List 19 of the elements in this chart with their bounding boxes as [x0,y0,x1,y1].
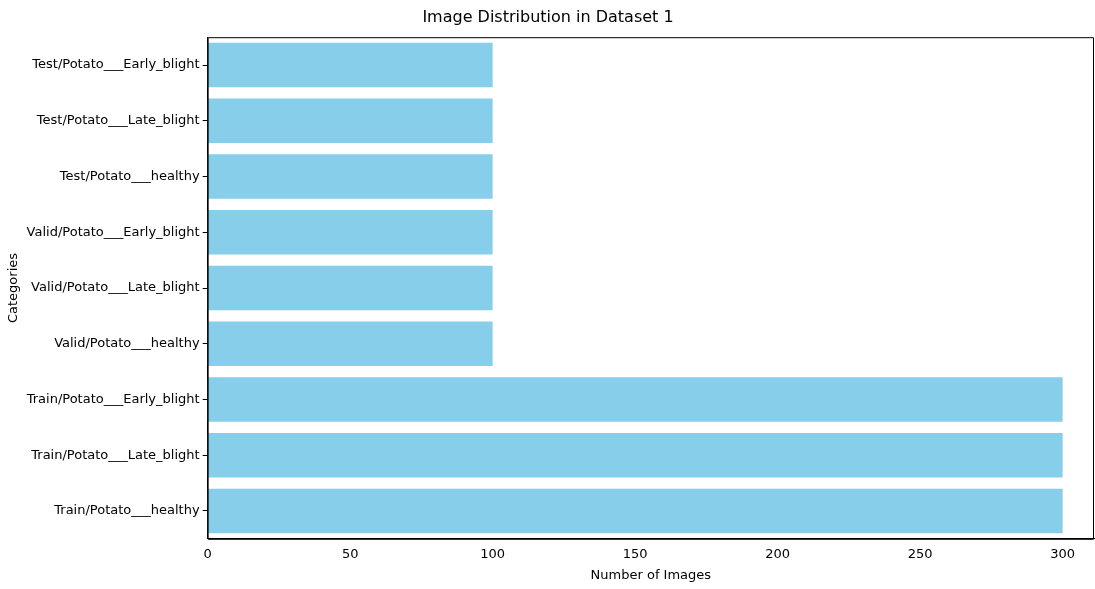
y-tick-label: Valid/Potato___Early_blight [26,223,200,239]
y-tick-label: Valid/Potato___healthy [54,335,200,351]
x-tick-label: 0 [203,545,212,561]
x-tick-label: 150 [622,545,648,561]
y-axis-title: Categories [5,252,21,324]
x-tick-label: 100 [480,545,506,561]
y-tick-label: Test/Potato___healthy [58,167,200,183]
x-axis-title: Number of Images [590,566,712,582]
chart-title: Image Distribution in Dataset 1 [422,6,674,26]
x-tick-label: 300 [1050,545,1076,561]
y-tick-label: Test/Potato___Late_blight [35,112,200,128]
y-tick-label: Train/Potato___Late_blight [30,446,200,462]
y-tick-label: Train/Potato___healthy [53,502,200,518]
y-tick-label: Train/Potato___Early_blight [25,390,200,406]
y-tick-label: Valid/Potato___Late_blight [31,279,200,295]
x-tick-label: 250 [907,545,933,561]
x-tick-label: 50 [341,545,359,561]
x-tick-label: 200 [765,545,791,561]
y-tick-label: Test/Potato___Early_blight [31,56,200,72]
